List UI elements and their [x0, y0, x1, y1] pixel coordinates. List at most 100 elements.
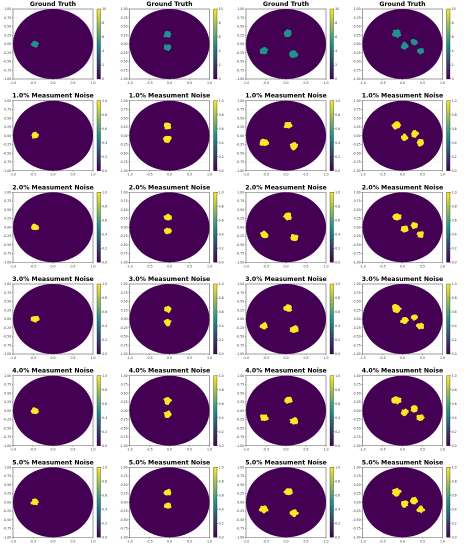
colorbar-tick-label: 0.0	[102, 169, 107, 173]
y-tick-label: 0.50	[354, 483, 361, 487]
x-tick-label: 0.0	[283, 264, 288, 268]
inclusion-blob	[391, 121, 402, 130]
y-tick-label: -0.50	[236, 335, 244, 339]
y-tick-label: 0.00	[354, 500, 361, 504]
colorbar-tick-label: 0.8	[335, 113, 340, 117]
y-tick-label: 0.00	[237, 409, 244, 413]
x-tick-label: 0.0	[167, 81, 172, 85]
colorbar-tick-label: 0.8	[219, 388, 224, 392]
y-tick-label: 1.00	[4, 99, 11, 103]
subplot-title: Ground Truth	[146, 1, 192, 8]
x-tick-label: 1.0	[440, 539, 445, 543]
y-tick-label: 1.00	[354, 7, 361, 11]
inclusion-blob	[416, 231, 424, 238]
inclusion-blob	[400, 408, 409, 417]
y-tick-label: 0.50	[354, 300, 361, 304]
x-tick-label: -1.0	[359, 264, 365, 268]
x-tick-label: 0.5	[303, 173, 308, 177]
y-tick-label: -0.25	[3, 326, 11, 330]
y-tick-label: 0.00	[354, 134, 361, 138]
y-tick-label: -0.50	[236, 426, 244, 430]
x-tick-label: -0.5	[379, 356, 385, 360]
y-tick-label: 1.00	[354, 99, 361, 103]
x-tick-label: -0.5	[146, 448, 152, 452]
colorbar-tick-label: 2	[335, 63, 337, 67]
x-tick-label: -1.0	[243, 356, 249, 360]
x-tick-label: 1.0	[440, 264, 445, 268]
y-tick-label: 0.75	[354, 383, 361, 387]
y-tick-label: 0.00	[354, 409, 361, 413]
x-tick-label: 1.0	[440, 81, 445, 85]
y-tick-label: 0.25	[237, 217, 244, 221]
x-tick-label: -1.0	[243, 539, 249, 543]
y-tick-label: -0.25	[119, 51, 127, 55]
colorbar-tick-label: 0.8	[452, 296, 457, 300]
y-tick-label: 0.50	[354, 208, 361, 212]
y-tick-label: -0.75	[352, 343, 360, 347]
y-tick-label: -0.25	[236, 326, 244, 330]
colorbar-tick-label: 1.0	[335, 99, 340, 103]
subplot-title: 2.0% Measument Noise	[362, 184, 444, 191]
colorbar-tick-label: 0.6	[219, 218, 224, 222]
y-tick-label: 0.25	[121, 308, 128, 312]
colorbar-tick-label: 0.4	[452, 324, 457, 328]
y-tick-label: 0.25	[4, 308, 11, 312]
y-tick-label: -0.75	[119, 160, 127, 164]
y-tick-label: -0.25	[352, 234, 360, 238]
y-tick-label: -0.25	[119, 326, 127, 330]
colorbar-tick-label: 0.0	[335, 352, 340, 356]
colorbar-tick-label: 10	[102, 7, 106, 11]
disk-background	[13, 192, 93, 263]
x-tick-label: 0.5	[303, 356, 308, 360]
inclusion-blob	[400, 133, 409, 142]
y-tick-label: -0.25	[3, 143, 11, 147]
y-tick-label: 0.00	[121, 134, 128, 138]
y-tick-label: 0.50	[4, 25, 11, 29]
y-tick-label: -1.00	[119, 169, 127, 173]
subplot-r5-c1: 4.0% Measument Noise -1.0 -0.5 0.0 0.5 1.0 1.0…	[3, 368, 107, 452]
x-tick-label: 0.0	[283, 81, 288, 85]
y-tick-label: 0.00	[121, 317, 128, 321]
colorbar-tick-label: 1.0	[335, 282, 340, 286]
colorbar	[213, 192, 218, 263]
y-tick-label: -0.50	[352, 426, 360, 430]
y-tick-label: -0.75	[236, 160, 244, 164]
y-tick-label: 0.75	[4, 108, 11, 112]
x-tick-label: 0.0	[400, 539, 405, 543]
y-tick-label: 0.75	[121, 108, 128, 112]
x-tick-label: 0.5	[187, 539, 192, 543]
y-tick-label: 0.00	[237, 134, 244, 138]
colorbar-tick-label: 0.6	[452, 310, 457, 314]
colorbar-tick-label: 0.4	[102, 232, 107, 236]
y-tick-label: 0.75	[237, 383, 244, 387]
x-tick-label: -1.0	[10, 539, 16, 543]
colorbar-tick-label: 0.0	[452, 352, 457, 356]
y-tick-label: -1.00	[236, 169, 244, 173]
colorbar-tick-label: 0.4	[102, 507, 107, 511]
y-tick-label: -0.75	[119, 252, 127, 256]
y-tick-label: 1.00	[4, 282, 11, 286]
inclusion-blob	[30, 407, 39, 415]
colorbar-tick-label: 0.2	[452, 430, 457, 434]
colorbar-tick-label: 0	[335, 77, 337, 81]
y-tick-label: 0.50	[237, 116, 244, 120]
colorbar-tick-label: 0.2	[219, 521, 224, 525]
y-tick-label: -0.50	[3, 518, 11, 522]
subplot-r1-c4: Ground Truth -1.0 -0.5 0.0 0.5 1.0 1.00 0.75 0.5…	[352, 1, 455, 85]
disk-background	[246, 375, 326, 446]
y-tick-label: -0.50	[119, 518, 127, 522]
colorbar-tick-label: 1.0	[335, 465, 340, 469]
y-tick-label: -0.75	[119, 527, 127, 531]
inclusion-blob	[163, 488, 172, 496]
y-tick-label: 1.00	[237, 374, 244, 378]
inclusion-blob	[30, 40, 39, 48]
y-tick-label: 0.25	[121, 217, 128, 221]
colorbar-tick-label: 0.4	[219, 232, 224, 236]
y-tick-label: 0.50	[121, 391, 128, 395]
subplot-title: 2.0% Measument Noise	[129, 184, 211, 191]
y-tick-label: -0.25	[119, 143, 127, 147]
y-tick-label: -0.50	[352, 243, 360, 247]
colorbar-tick-label: 0.4	[335, 507, 340, 511]
colorbar	[329, 375, 334, 446]
y-tick-label: -1.00	[119, 352, 127, 356]
